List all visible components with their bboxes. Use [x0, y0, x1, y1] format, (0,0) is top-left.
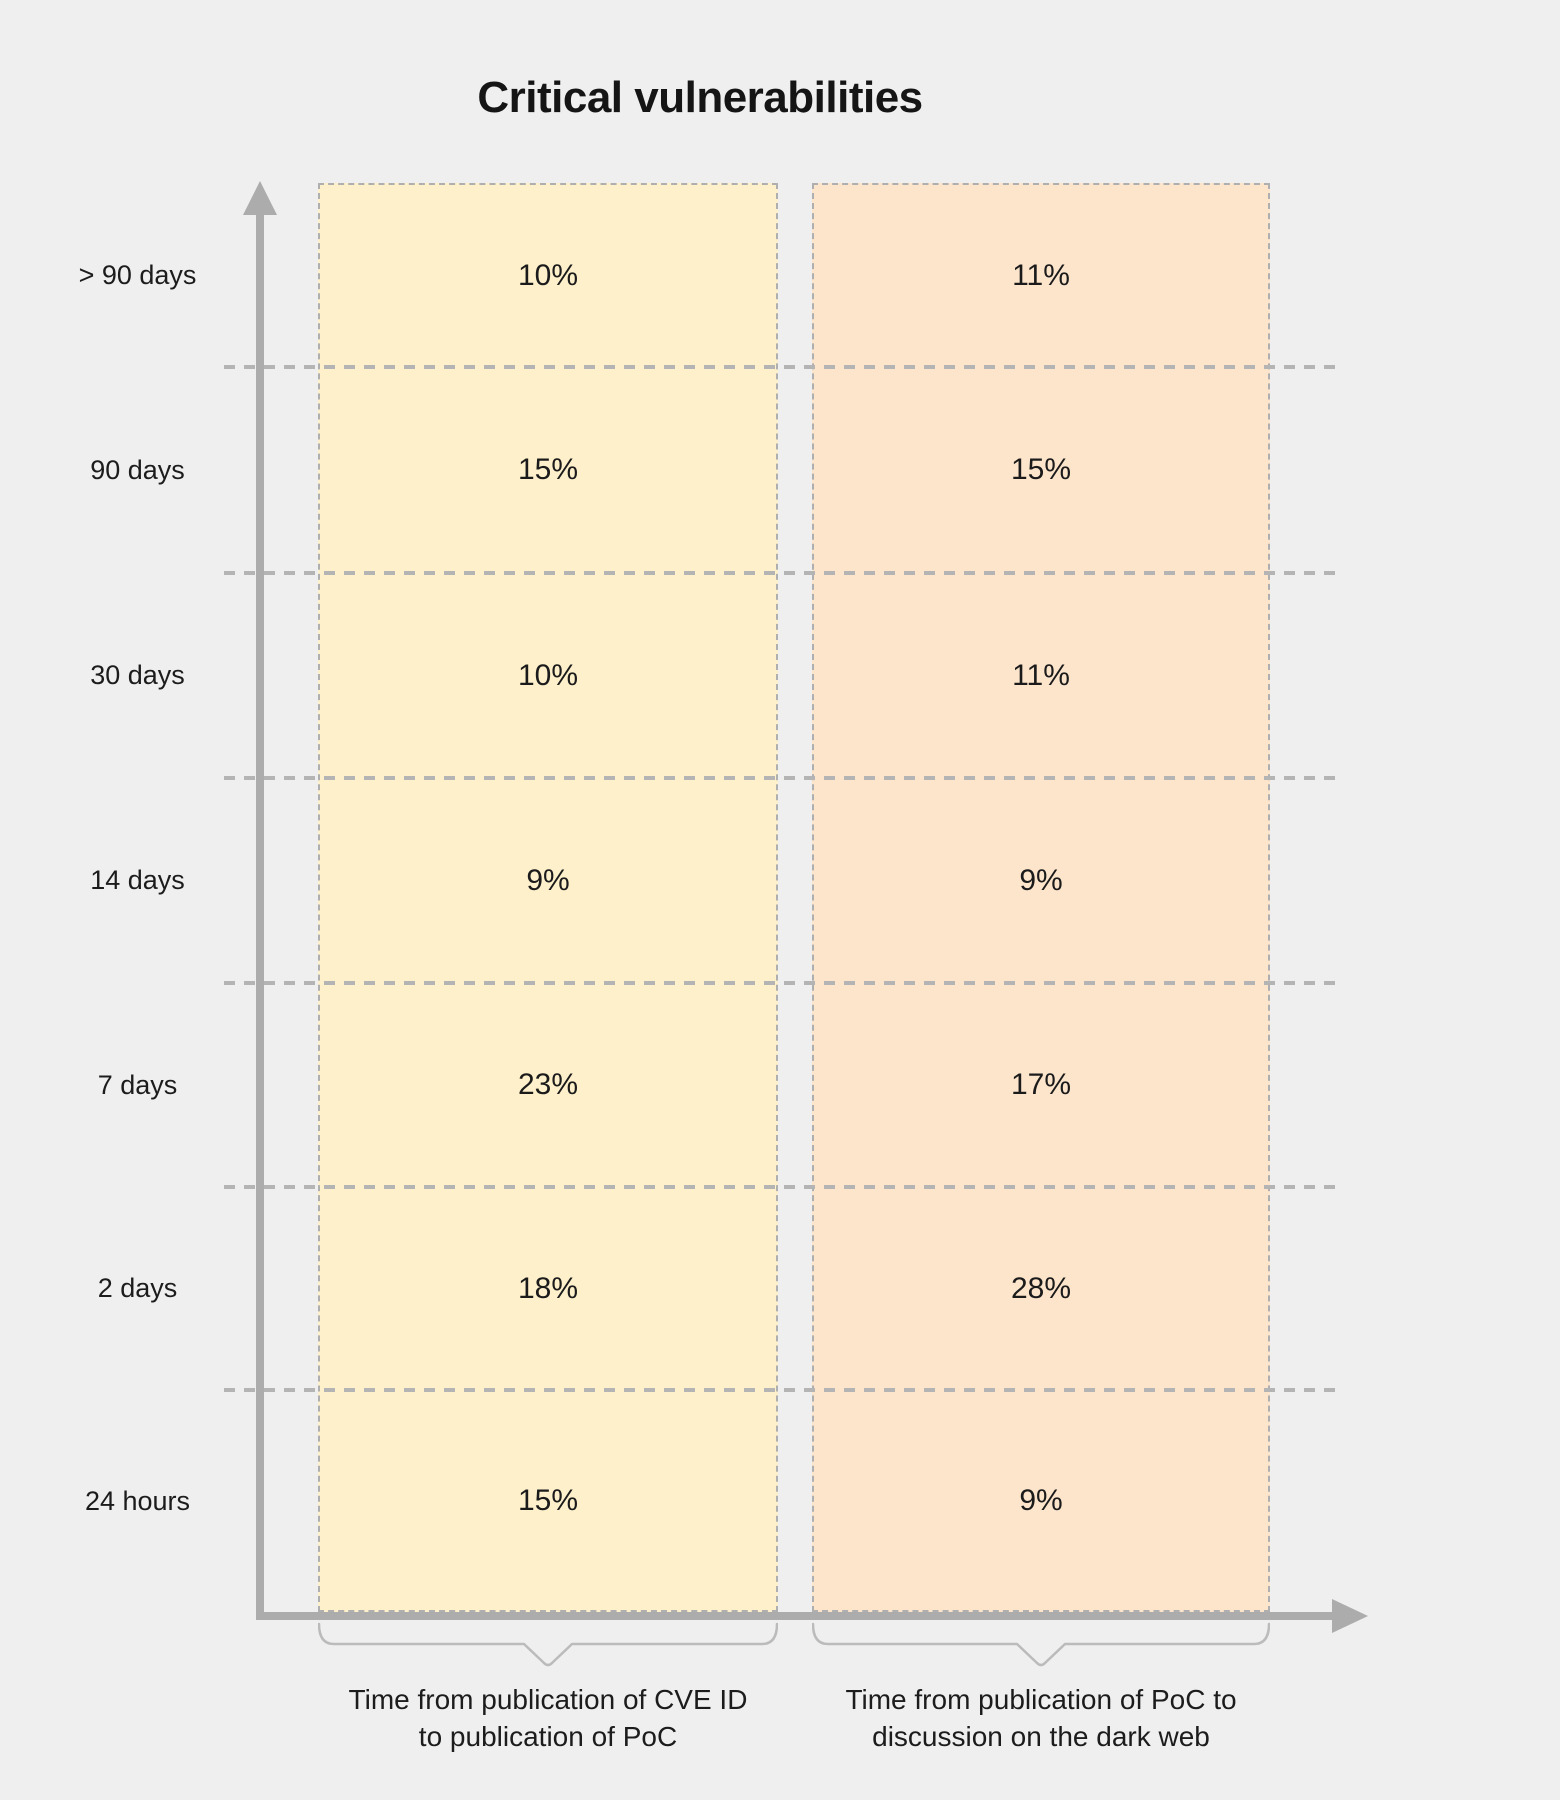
underbrace-left-icon [318, 1622, 778, 1667]
series-label-poc-to-darkweb: Time from publication of PoC to discussi… [781, 1682, 1301, 1756]
value-cell: 10% [517, 259, 579, 292]
gridline [224, 365, 1336, 369]
x-axis-arrow-icon [1332, 1599, 1368, 1633]
y-label-90-days: 90 days [90, 454, 185, 485]
series-label-line: Time from publication of PoC to [845, 1684, 1237, 1715]
gridline [224, 981, 1336, 985]
value-cell: 11% [1012, 658, 1070, 692]
value-cell: 9% [526, 863, 570, 897]
y-label-gt-90-days: > 90 days [78, 259, 197, 290]
column-cve-to-poc: 10% 15% 10% 9% 23% 18% 15% [318, 183, 778, 1612]
y-label-7-days: 7 days [97, 1069, 178, 1100]
y-label-2-days: 2 days [97, 1273, 178, 1303]
series-label-cve-to-poc: Time from publication of CVE ID to publi… [288, 1682, 808, 1756]
value-cell: 10% [517, 658, 579, 692]
y-axis [256, 212, 264, 1620]
series-label-line: Time from publication of CVE ID [348, 1684, 748, 1715]
value-cell: 18% [517, 1271, 579, 1305]
gridline [224, 571, 1336, 575]
y-axis-labels: > 90 days 90 days 30 days 14 days 7 days… [30, 183, 245, 1612]
gridline [224, 1185, 1336, 1189]
value-cell: 17% [1010, 1068, 1072, 1101]
y-label-24-hours: 24 hours [84, 1485, 191, 1516]
y-axis-arrow-icon [243, 181, 277, 215]
gridline [224, 776, 1336, 780]
gridline [224, 1388, 1336, 1392]
value-cell: 15% [517, 1484, 579, 1517]
series-label-line: to publication of PoC [418, 1720, 678, 1752]
value-cell: 9% [1019, 1484, 1063, 1517]
x-axis [256, 1612, 1332, 1620]
value-cell: 15% [1010, 453, 1072, 486]
value-cell: 23% [517, 1068, 579, 1101]
underbrace-right-icon [812, 1622, 1270, 1667]
value-cell: 28% [1010, 1271, 1072, 1305]
chart-title: Critical vulnerabilities [477, 73, 923, 122]
y-label-14-days: 14 days [90, 865, 185, 895]
value-cell: 11% [1012, 259, 1070, 292]
column-poc-to-darkweb: 11% 15% 11% 9% 17% 28% 9% [812, 183, 1270, 1612]
y-label-30-days: 30 days [90, 660, 185, 690]
value-cell: 9% [1019, 863, 1063, 897]
value-cell: 15% [517, 453, 579, 486]
series-label-line: discussion on the dark web [872, 1720, 1210, 1752]
